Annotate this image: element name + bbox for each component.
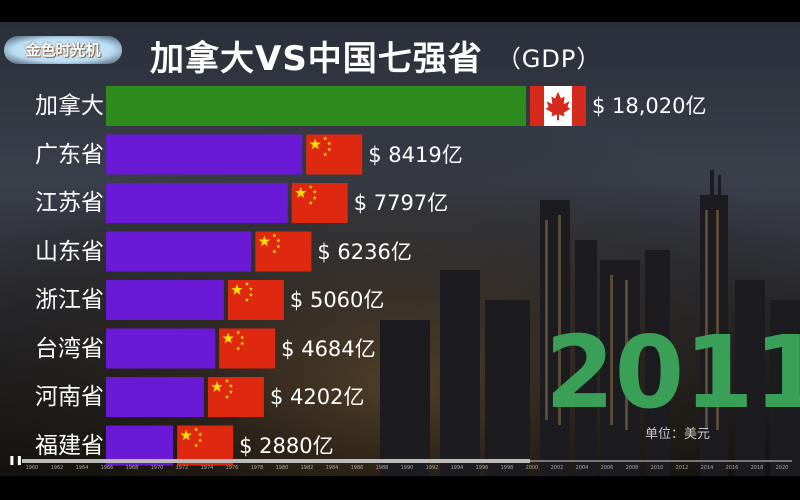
timeline-tick: 1980 xyxy=(275,465,289,471)
china-flag-icon xyxy=(219,328,276,369)
timeline-tick: 1998 xyxy=(500,465,514,471)
timeline-tick: 1988 xyxy=(375,465,389,471)
timeline-tick: 1990 xyxy=(400,465,414,471)
bar-6 xyxy=(106,328,216,369)
timeline-tick: 1994 xyxy=(450,465,464,471)
timeline-tick: 1992 xyxy=(425,465,439,471)
bar-1 xyxy=(106,86,526,126)
category-label-6: 台湾省 xyxy=(35,335,104,362)
timeline-tick: 2020 xyxy=(775,465,789,471)
timeline-tick: 2012 xyxy=(675,465,689,471)
value-label-4: $ 6236亿 xyxy=(317,239,412,264)
timeline-tick: 1960 xyxy=(25,465,39,471)
bar-7 xyxy=(106,377,204,417)
timeline-tick: 2002 xyxy=(550,465,564,471)
category-label-5: 浙江省 xyxy=(35,287,104,313)
timeline-bar[interactable]: ❚❚ 1960 1962 1964 1966 1968 1970 1972 1974 1976 1… xyxy=(0,454,800,476)
value-label-1: $ 18,020亿 xyxy=(592,94,707,118)
value-label-2: $ 8419亿 xyxy=(368,142,463,167)
unit-note: 单位：美元 xyxy=(645,427,711,442)
timeline-tick: 1984 xyxy=(325,465,339,471)
category-label-8: 福建省 xyxy=(35,432,104,459)
value-label-7: $ 4202亿 xyxy=(269,385,365,409)
category-label-2: 广东省 xyxy=(35,141,104,168)
timeline-tick: 1996 xyxy=(475,465,489,471)
timeline-tick: 1968 xyxy=(125,465,139,471)
timeline-tick: 1986 xyxy=(350,465,364,471)
timeline-tick: 1976 xyxy=(225,465,239,471)
category-label-1: 加拿大 xyxy=(35,93,104,119)
timeline-progress xyxy=(22,459,531,463)
value-label-3: $ 7797亿 xyxy=(353,191,449,215)
timeline-tick: 1974 xyxy=(200,465,214,471)
timeline-tick: 2010 xyxy=(650,465,664,471)
canada-flag-icon xyxy=(530,86,586,126)
year-indicator: 2011 xyxy=(545,314,800,431)
category-label-7: 河南省 xyxy=(35,384,104,410)
chart-title-text: 加拿大VS中国七强省 xyxy=(150,39,483,79)
timeline-tick: 2018 xyxy=(750,465,764,471)
timeline-tick: 1978 xyxy=(250,465,264,471)
timeline-tick: 2016 xyxy=(725,465,739,471)
value-label-6: $ 4684亿 xyxy=(281,336,376,361)
category-label-4: 山东省 xyxy=(35,238,104,265)
bar-3 xyxy=(106,183,288,223)
letterbox-bottom xyxy=(0,476,800,500)
timeline-tick: 1982 xyxy=(300,465,314,471)
timeline-tick: 1962 xyxy=(50,465,64,471)
chart-subtitle: （GDP） xyxy=(496,45,602,73)
china-flag-icon xyxy=(177,425,234,466)
timeline-tick: 1964 xyxy=(75,465,89,471)
chart-title: 加拿大VS中国七强省 （GDP） xyxy=(150,36,670,82)
bar-5 xyxy=(106,280,224,320)
timeline-tick: 1966 xyxy=(100,465,114,471)
china-flag-icon xyxy=(207,377,264,417)
bar-8 xyxy=(106,425,174,466)
china-flag-icon xyxy=(291,183,348,223)
channel-badge: 金色时光机 xyxy=(4,36,122,64)
timeline-tick: 1972 xyxy=(175,465,189,471)
value-label-5: $ 5060亿 xyxy=(289,288,385,312)
china-flag-icon xyxy=(227,280,284,320)
timeline-tick: 2008 xyxy=(625,465,639,471)
timeline-tick: 2000 xyxy=(525,465,539,471)
timeline-tick: 2006 xyxy=(600,465,614,471)
timeline-tick: 2004 xyxy=(575,465,589,471)
bar-4 xyxy=(106,231,252,272)
timeline-tick: 2014 xyxy=(700,465,714,471)
channel-name: 金色时光机 xyxy=(25,41,101,59)
category-label-3: 江苏省 xyxy=(35,190,104,216)
value-label-8: $ 2880亿 xyxy=(239,433,334,458)
pause-icon[interactable]: ❚❚ xyxy=(8,456,24,466)
letterbox-top xyxy=(0,0,800,22)
china-flag-icon xyxy=(306,134,363,175)
china-flag-icon xyxy=(255,231,312,272)
bar-2 xyxy=(106,134,303,175)
timeline-tick: 1970 xyxy=(150,465,164,471)
